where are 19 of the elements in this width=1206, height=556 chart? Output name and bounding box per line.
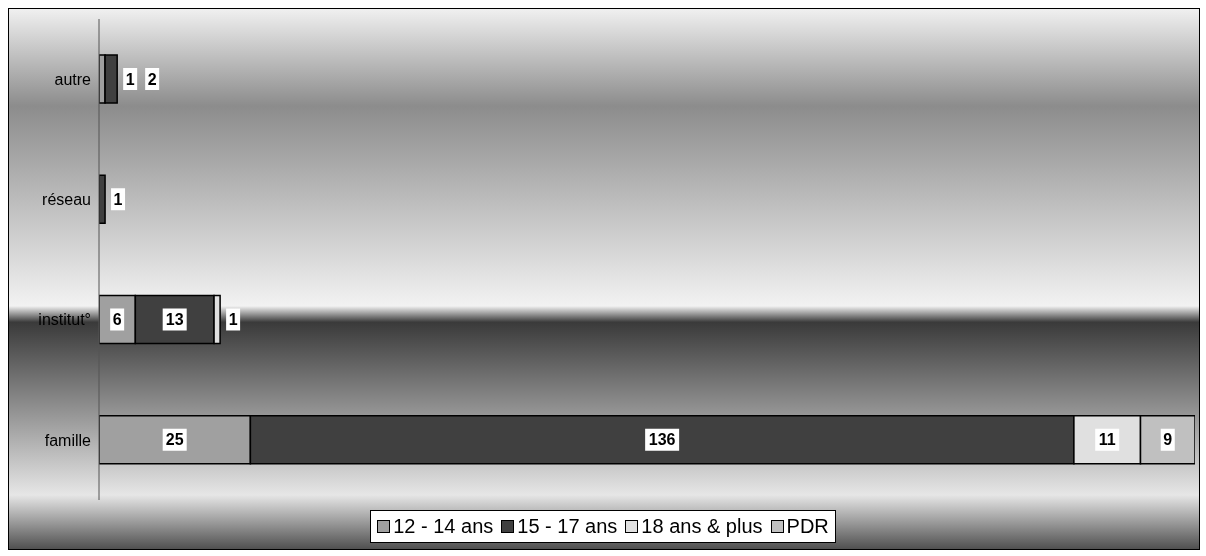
data-label: 9 [1163, 431, 1173, 449]
y-tick-label: institut° [38, 311, 91, 329]
bar [104, 54, 118, 104]
data-label: 1 [228, 311, 238, 328]
data-label: 11 [1098, 431, 1116, 449]
data-label: 2 [147, 70, 157, 88]
legend-label: 12 - 14 ans [392, 515, 494, 538]
data-label: 1 [113, 190, 123, 208]
y-tick-label: famille [44, 431, 92, 449]
y-tick-label: autre [54, 70, 92, 88]
data-label: 1 [125, 70, 135, 88]
data-label: 13 [165, 311, 184, 328]
data-label: 6 [112, 311, 122, 328]
legend-label: PDR [785, 515, 829, 538]
data-label: 136 [648, 431, 676, 449]
legend-label: 15 - 17 ans [516, 515, 618, 538]
legend-label: 18 ans & plus [640, 515, 763, 538]
y-tick-label: réseau [42, 191, 91, 209]
data-label: 25 [165, 431, 184, 449]
